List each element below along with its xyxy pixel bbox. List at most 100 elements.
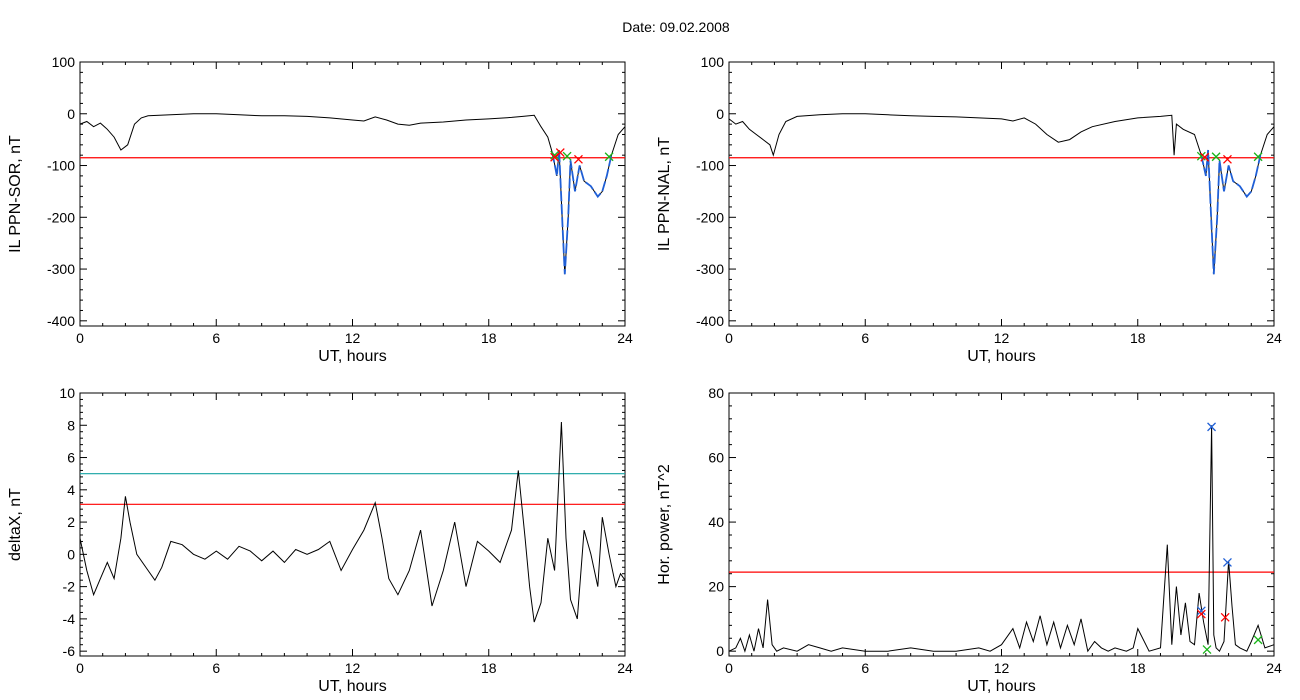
- marker-stroke: [1196, 606, 1206, 616]
- marker-cross: [1220, 612, 1230, 622]
- y-tick-label: -4: [63, 611, 76, 627]
- y-tick-label: 0: [716, 106, 724, 122]
- y-tick-label: -400: [696, 313, 724, 329]
- y-tick-label: 40: [708, 514, 724, 530]
- y-tick-label: 80: [708, 385, 724, 401]
- marker-cross: [550, 152, 560, 162]
- marker-cross: [1253, 635, 1263, 645]
- y-tick-label: -100: [696, 158, 724, 174]
- x-tick-label: 0: [76, 330, 84, 346]
- marker-cross: [1222, 154, 1232, 164]
- marker-cross: [1207, 422, 1217, 432]
- marker-stroke: [1196, 151, 1206, 161]
- x-tick-label: 0: [76, 660, 84, 676]
- marker-stroke: [562, 151, 572, 161]
- x-tick-label: 0: [725, 330, 733, 346]
- marker-cross: [550, 150, 560, 160]
- y-axis-label: deltaX, nT: [7, 488, 24, 561]
- marker-cross: [562, 151, 572, 161]
- y-tick-label: -200: [47, 209, 75, 225]
- y-tick-label: 100: [52, 54, 76, 70]
- x-tick-label: 12: [345, 660, 361, 676]
- marker-cross: [1222, 557, 1232, 567]
- marker-stroke: [1222, 557, 1232, 567]
- marker-stroke: [555, 148, 565, 158]
- x-tick-label: 18: [1130, 660, 1146, 676]
- y-tick-label: -6: [63, 643, 76, 659]
- y-tick-label: 6: [67, 450, 75, 466]
- x-tick-label: 12: [994, 330, 1010, 346]
- x-tick-label: 24: [617, 660, 633, 676]
- x-tick-label: 18: [481, 660, 497, 676]
- chart-panel-3: 0 6 12 18 24 10 8 6 4 2 0 -2 -4 -6 UT, hours deltaX, nT: [7, 385, 633, 695]
- event-highlight-line: [551, 149, 613, 275]
- chart-panel-1: 0 6 12 18 24 100 0 -100 -200 -300 -400 UT, hours IL …: [7, 54, 633, 365]
- marker-cross: [1253, 152, 1263, 162]
- marker-cross: [1196, 609, 1206, 619]
- y-tick-label: 100: [701, 54, 725, 70]
- x-axis-label: UT, hours: [318, 678, 386, 695]
- marker-cross: [1202, 645, 1212, 655]
- y-tick-label: 0: [67, 546, 75, 562]
- series-line: [728, 425, 1275, 653]
- x-tick-label: 18: [481, 330, 497, 346]
- marker-cross: [555, 148, 565, 158]
- marker-stroke: [604, 152, 614, 162]
- marker-stroke: [1220, 612, 1230, 622]
- marker-stroke: [1207, 422, 1217, 432]
- marker-stroke: [573, 154, 583, 164]
- y-tick-label: 4: [67, 482, 75, 498]
- plot-frame: [79, 61, 626, 327]
- y-axis-label: Hor. power, nT^2: [656, 464, 673, 585]
- marker-stroke: [1211, 152, 1221, 162]
- y-axis-label: IL PPN-NAL, nT: [656, 137, 673, 251]
- y-tick-label: 8: [67, 417, 75, 433]
- x-axis-label: UT, hours: [967, 348, 1035, 365]
- x-tick-label: 6: [861, 660, 869, 676]
- marker-stroke: [550, 152, 560, 162]
- x-tick-label: 6: [212, 660, 220, 676]
- series-line: [728, 113, 1275, 275]
- series-line: [79, 113, 626, 275]
- marker-cross: [604, 152, 614, 162]
- y-tick-label: 0: [67, 106, 75, 122]
- y-axis-label: IL PPN-SOR, nT: [7, 135, 24, 253]
- event-highlight-line: [1200, 149, 1262, 275]
- plot-frame: [728, 392, 1275, 657]
- x-tick-label: 24: [1266, 330, 1282, 346]
- plot-frame: [728, 61, 1275, 327]
- marker-cross: [1200, 152, 1210, 162]
- marker-cross: [1211, 152, 1221, 162]
- x-tick-label: 6: [861, 330, 869, 346]
- x-tick-label: 12: [345, 330, 361, 346]
- marker-cross: [573, 154, 583, 164]
- y-tick-label: 2: [67, 514, 75, 530]
- chart-panel-4: 0 6 12 18 24 80 60 40 20 0 UT, hours Hor. power, nT…: [656, 385, 1282, 695]
- y-tick-label: -100: [47, 158, 75, 174]
- x-tick-label: 18: [1130, 330, 1146, 346]
- x-tick-label: 0: [725, 660, 733, 676]
- y-tick-label: 10: [59, 385, 75, 401]
- x-tick-label: 24: [617, 330, 633, 346]
- y-tick-label: 60: [708, 450, 724, 466]
- series-line: [79, 421, 626, 623]
- x-tick-label: 6: [212, 330, 220, 346]
- marker-stroke: [1222, 154, 1232, 164]
- y-tick-label: -300: [47, 261, 75, 277]
- y-tick-label: -2: [63, 579, 76, 595]
- x-tick-label: 12: [994, 660, 1010, 676]
- figure-date-title: Date: 09.02.2008: [622, 19, 730, 35]
- y-tick-label: -200: [696, 209, 724, 225]
- y-tick-label: -400: [47, 313, 75, 329]
- marker-stroke: [1253, 635, 1263, 645]
- marker-stroke: [1253, 152, 1263, 162]
- x-axis-label: UT, hours: [318, 348, 386, 365]
- marker-stroke: [1200, 152, 1210, 162]
- y-tick-label: -300: [696, 261, 724, 277]
- marker-cross: [1196, 606, 1206, 616]
- x-tick-label: 24: [1266, 660, 1282, 676]
- y-tick-label: 20: [708, 579, 724, 595]
- plot-frame: [79, 392, 626, 657]
- marker-stroke: [1196, 609, 1206, 619]
